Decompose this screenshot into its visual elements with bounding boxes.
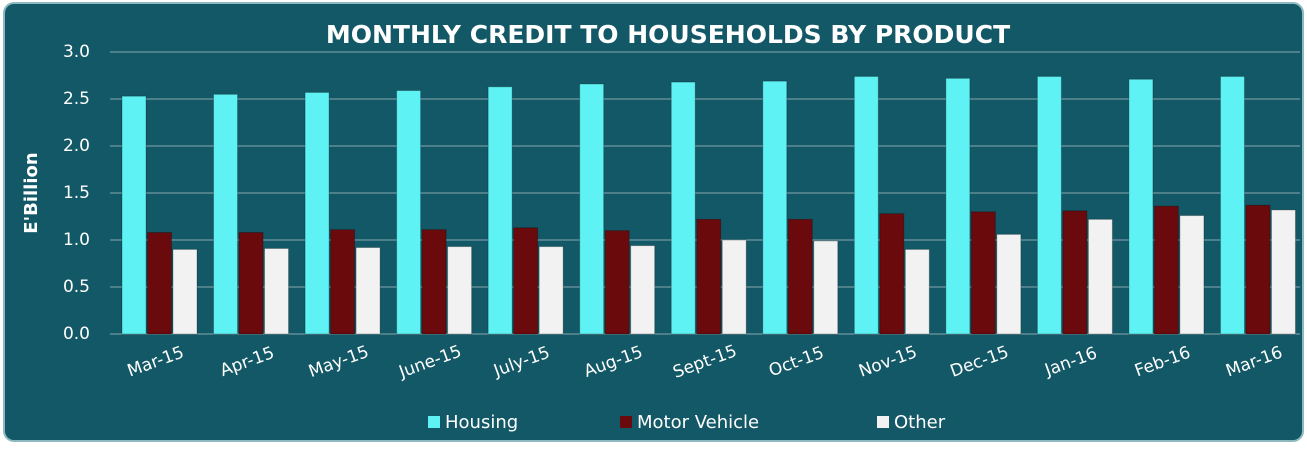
bar (1270, 209, 1296, 335)
bar (172, 248, 198, 335)
bar (762, 80, 788, 335)
y-tick-label: 1.5 (63, 183, 90, 203)
bar (579, 83, 605, 335)
bar (945, 77, 971, 335)
bar (513, 227, 539, 335)
y-tick-label: 0.0 (63, 324, 90, 344)
bar (1062, 210, 1088, 335)
bar (853, 75, 879, 335)
bar (264, 247, 290, 335)
legend-label: Housing (445, 412, 518, 433)
y-tick-label: 1.0 (63, 230, 90, 250)
bar (396, 90, 422, 335)
y-tick-label: 2.5 (63, 89, 90, 109)
bar (996, 233, 1022, 335)
bar (121, 95, 147, 335)
y-tick-label: 3.0 (63, 42, 90, 62)
chart-title: MONTHLY CREDIT TO HOUSEHOLDS BY PRODUCT (326, 20, 1010, 49)
legend-swatch (620, 416, 632, 428)
bar (696, 218, 722, 335)
legend-swatch (877, 416, 889, 428)
y-tick-label: 0.5 (63, 277, 90, 297)
bar (670, 81, 696, 335)
legend-label: Other (894, 412, 946, 433)
bar (813, 240, 839, 335)
bar (213, 93, 239, 335)
legend-label: Motor Vehicle (637, 412, 759, 433)
bar (487, 86, 513, 335)
bar (970, 211, 996, 335)
y-tick-label: 2.0 (63, 136, 90, 156)
bar (904, 248, 930, 335)
bar (1219, 75, 1245, 335)
bar (879, 213, 905, 335)
y-axis-label: E'Billion (21, 152, 42, 233)
bar (787, 218, 813, 335)
bar (1245, 204, 1271, 335)
bar (1153, 205, 1179, 335)
bar (1087, 218, 1113, 335)
bar (1036, 75, 1062, 335)
bar (447, 246, 473, 335)
bar (330, 229, 356, 335)
bar (538, 246, 564, 335)
bar (421, 229, 447, 335)
bar (238, 231, 264, 335)
bar (630, 245, 656, 335)
bar (604, 230, 630, 335)
bar (721, 239, 747, 335)
bar (147, 231, 172, 335)
bar (355, 247, 381, 335)
bar (1128, 78, 1154, 335)
bar (1179, 215, 1205, 335)
bar (304, 91, 330, 335)
legend-swatch (428, 416, 440, 428)
